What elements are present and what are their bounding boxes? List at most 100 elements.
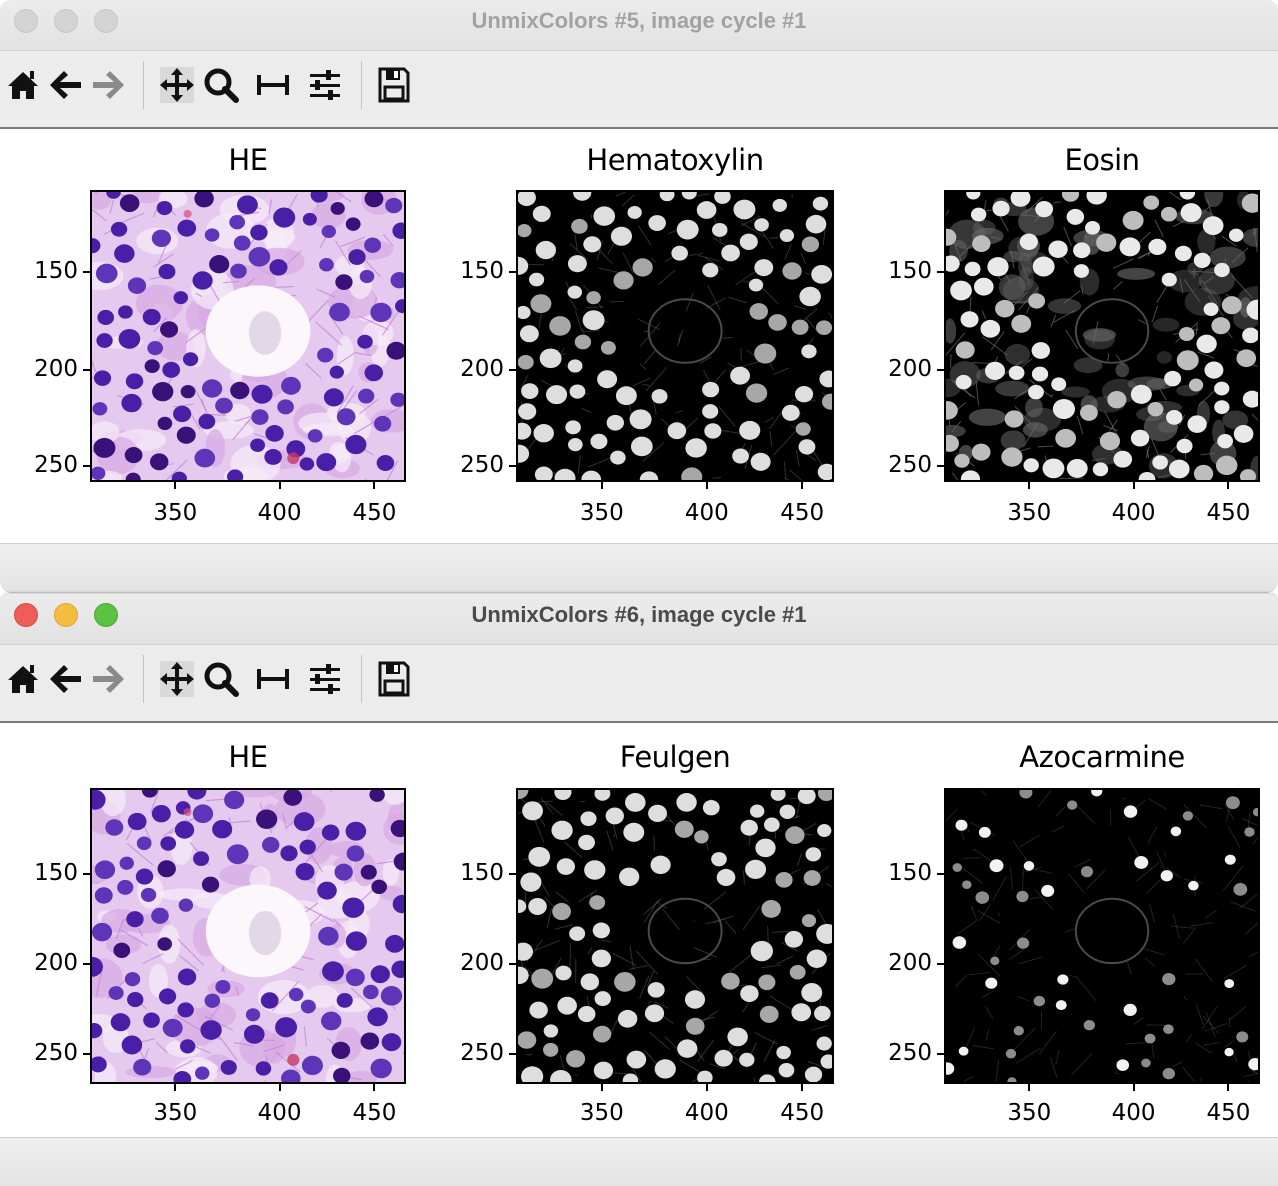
y-tick-mark xyxy=(83,963,90,965)
subplot-title: HE xyxy=(228,143,268,177)
toolbar-separator xyxy=(361,655,362,703)
x-tick-label: 450 xyxy=(780,500,825,526)
y-tick-mark xyxy=(509,1053,516,1055)
image-axes[interactable] xyxy=(90,788,406,1084)
y-tick-label: 200 xyxy=(460,356,504,382)
subplots-button[interactable] xyxy=(254,659,292,699)
y-tick-label: 200 xyxy=(888,950,932,976)
zoom-window-button[interactable] xyxy=(94,603,118,627)
x-tick-mark xyxy=(705,1084,708,1091)
y-tick-mark xyxy=(937,963,944,965)
pan-icon xyxy=(160,67,194,103)
y-tick-mark xyxy=(83,369,90,371)
close-window-button[interactable] xyxy=(14,603,38,627)
channel-image xyxy=(518,790,832,1082)
zoom-window-button[interactable] xyxy=(94,9,118,33)
y-tick-label: 200 xyxy=(34,356,78,382)
y-tick-mark xyxy=(937,465,944,467)
subplot-title: HE xyxy=(228,740,268,774)
image-axes[interactable] xyxy=(516,788,834,1084)
zoom-button[interactable] xyxy=(202,65,240,105)
close-window-button[interactable] xyxy=(14,9,38,33)
home-button[interactable] xyxy=(4,659,42,699)
y-tick-mark xyxy=(509,873,516,875)
subplot-title: Feulgen xyxy=(619,740,731,774)
y-tick-label: 200 xyxy=(888,356,932,382)
y-tick-label: 200 xyxy=(460,950,504,976)
y-tick-mark xyxy=(509,465,516,467)
configure-button[interactable] xyxy=(306,65,344,105)
forward-arrow-icon xyxy=(93,665,124,693)
y-tick-label: 150 xyxy=(460,258,504,284)
window-title: UnmixColors #5, image cycle #1 xyxy=(471,8,807,33)
y-tick-label: 150 xyxy=(888,860,932,886)
toolbar-separator xyxy=(361,61,362,109)
y-tick-mark xyxy=(83,271,90,273)
y-tick-label: 150 xyxy=(888,258,932,284)
save-button[interactable] xyxy=(374,65,412,105)
x-tick-label: 400 xyxy=(257,500,302,526)
back-arrow-icon xyxy=(50,71,81,99)
y-tick-mark xyxy=(509,369,516,371)
figure-canvas: HE 150 200 250 350 400 450 Hematoxylin 150 200 250… xyxy=(0,129,1278,542)
y-tick-label: 200 xyxy=(34,950,78,976)
y-tick-label: 250 xyxy=(34,452,78,478)
x-tick-mark xyxy=(1132,1084,1135,1091)
figure-window-6: UnmixColors #6, image cycle #1 HE 150 200 2… xyxy=(0,594,1278,1186)
subplots-icon xyxy=(257,75,289,95)
title-bar[interactable]: UnmixColors #5, image cycle #1 xyxy=(0,0,1278,51)
x-tick-mark xyxy=(1028,1084,1031,1091)
y-tick-mark xyxy=(83,465,90,467)
minimize-window-button[interactable] xyxy=(54,603,78,627)
image-axes[interactable] xyxy=(90,190,406,482)
y-tick-mark xyxy=(509,271,516,273)
y-tick-mark xyxy=(937,1053,944,1055)
figure-window-5: UnmixColors #5, image cycle #1 HE 150 200 2… xyxy=(0,0,1278,593)
back-arrow-button[interactable] xyxy=(46,659,84,699)
y-tick-label: 250 xyxy=(888,1040,932,1066)
x-tick-label: 450 xyxy=(1206,500,1251,526)
channel-image xyxy=(92,192,404,480)
image-axes[interactable] xyxy=(944,788,1260,1084)
forward-arrow-button[interactable] xyxy=(90,65,128,105)
x-tick-mark xyxy=(174,1084,177,1091)
back-arrow-button[interactable] xyxy=(46,65,84,105)
image-axes[interactable] xyxy=(944,190,1260,482)
y-tick-label: 150 xyxy=(34,860,78,886)
x-tick-label: 400 xyxy=(684,1100,729,1126)
toolbar-separator xyxy=(143,61,144,109)
back-arrow-icon xyxy=(50,665,81,693)
forward-arrow-button[interactable] xyxy=(90,659,128,699)
x-tick-label: 350 xyxy=(579,1100,624,1126)
home-button[interactable] xyxy=(4,65,42,105)
save-button[interactable] xyxy=(374,659,412,699)
x-tick-mark xyxy=(1227,1084,1230,1091)
home-icon xyxy=(8,665,38,693)
channel-image xyxy=(946,192,1258,480)
subplot-title: Eosin xyxy=(1064,143,1140,177)
y-tick-mark xyxy=(937,271,944,273)
configure-button[interactable] xyxy=(306,659,344,699)
pan-icon xyxy=(160,661,194,697)
x-tick-mark xyxy=(600,1084,603,1091)
subplot-title: Hematoxylin xyxy=(586,143,764,177)
figure-canvas: HE 150 200 250 350 400 450 Feulgen 150 200 250 350 4… xyxy=(0,723,1278,1136)
x-tick-mark xyxy=(801,482,804,489)
subplots-icon xyxy=(257,669,289,689)
image-axes[interactable] xyxy=(516,190,834,482)
status-bar xyxy=(0,1137,1278,1186)
pan-button[interactable] xyxy=(158,65,196,105)
x-tick-mark xyxy=(1227,482,1230,489)
x-tick-mark xyxy=(373,1084,376,1091)
y-tick-label: 250 xyxy=(888,452,932,478)
channel-image xyxy=(946,790,1258,1082)
subplots-button[interactable] xyxy=(254,65,292,105)
minimize-window-button[interactable] xyxy=(54,9,78,33)
title-bar[interactable]: UnmixColors #6, image cycle #1 xyxy=(0,594,1278,645)
y-tick-label: 250 xyxy=(460,1040,504,1066)
pan-button[interactable] xyxy=(158,659,196,699)
window-title: UnmixColors #6, image cycle #1 xyxy=(471,602,807,627)
zoom-button[interactable] xyxy=(202,659,240,699)
y-tick-mark xyxy=(83,873,90,875)
x-tick-label: 350 xyxy=(579,500,624,526)
